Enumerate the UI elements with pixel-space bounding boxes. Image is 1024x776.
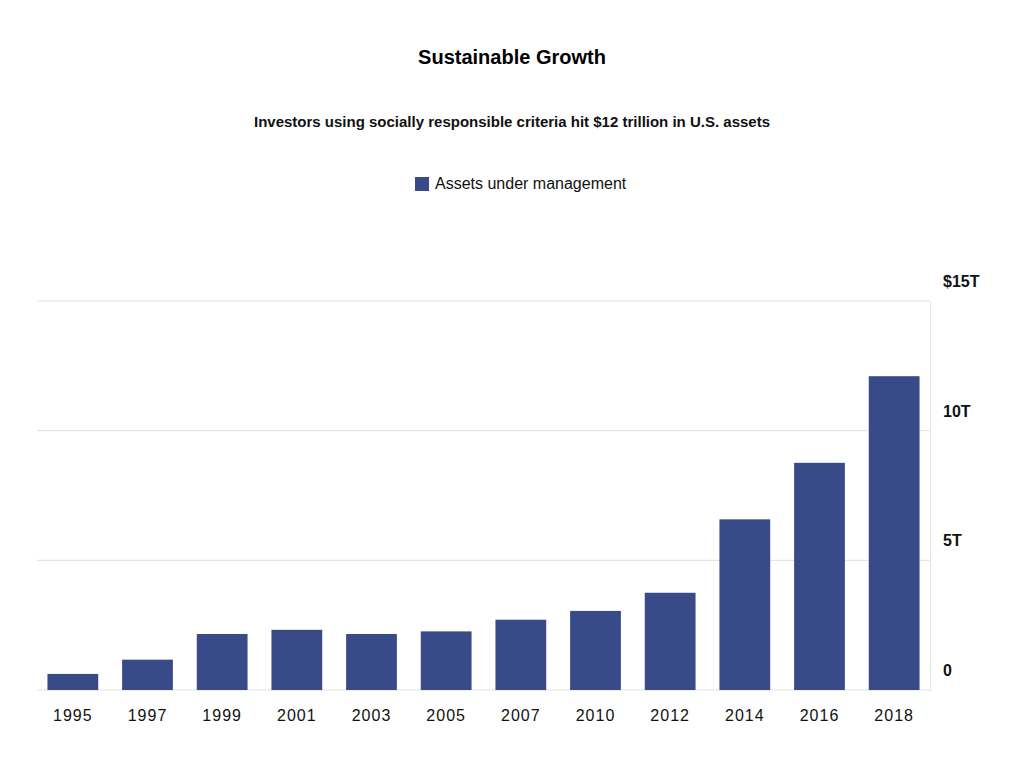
tick: 5T — [930, 532, 962, 560]
tick: 2007 — [501, 707, 541, 724]
tick: $15T — [930, 273, 980, 301]
tick-label: 2010 — [576, 707, 616, 724]
tick-label: 1999 — [202, 707, 242, 724]
chart: Sustainable Growth Investors using social… — [0, 0, 1024, 776]
tick-label: 2003 — [352, 707, 392, 724]
tick-label: 2001 — [277, 707, 317, 724]
y-axis: 0 5T 10T $15T — [930, 273, 980, 690]
bar — [346, 634, 397, 690]
bar — [719, 519, 770, 690]
grid-line — [37, 301, 930, 302]
tick: 2010 — [576, 707, 616, 724]
legend-swatch — [415, 177, 429, 191]
bar — [197, 634, 248, 690]
bar — [271, 630, 322, 690]
tick-label: 0 — [943, 662, 952, 679]
subtitle: Investors using socially responsible cri… — [254, 113, 770, 130]
bar — [47, 674, 98, 690]
tick: 1999 — [202, 707, 242, 724]
tick: 2012 — [650, 707, 690, 724]
tick-label: 10T — [943, 403, 971, 420]
tick-label: 1997 — [128, 707, 168, 724]
bar — [122, 660, 173, 690]
tick: 2003 — [352, 707, 392, 724]
tick: 2018 — [874, 707, 914, 724]
tick-label: 5T — [943, 532, 962, 549]
tick: 2005 — [426, 707, 466, 724]
tick-label: 1995 — [53, 707, 93, 724]
tick-label: 2012 — [650, 707, 690, 724]
bar — [495, 620, 546, 690]
tick-label: 2016 — [800, 707, 840, 724]
tick-label: $15T — [943, 273, 980, 290]
tick: 1997 — [128, 707, 168, 724]
tick-label: 2014 — [725, 707, 765, 724]
bars — [47, 376, 919, 690]
axis-line — [930, 302, 931, 691]
title: Sustainable Growth — [418, 46, 606, 68]
tick-label: 2007 — [501, 707, 541, 724]
legend-label: Assets under management — [435, 175, 627, 192]
legend: Assets under management — [415, 175, 627, 192]
tick: 0 — [930, 662, 952, 690]
bar — [869, 376, 920, 690]
grid — [37, 301, 930, 690]
bar — [794, 463, 845, 690]
tick: 2016 — [800, 707, 840, 724]
tick: 1995 — [53, 707, 93, 724]
x-axis: 1995 1997 1999 2001 2003 2005 2007 2010 2012 2014… — [53, 707, 914, 724]
grid-line — [37, 430, 930, 431]
bar — [421, 631, 472, 690]
bar — [570, 611, 621, 690]
tick: 2014 — [725, 707, 765, 724]
bar — [645, 593, 696, 690]
tick: 10T — [930, 403, 971, 431]
tick: 2001 — [277, 707, 317, 724]
tick-label: 2018 — [874, 707, 914, 724]
tick-label: 2005 — [426, 707, 466, 724]
